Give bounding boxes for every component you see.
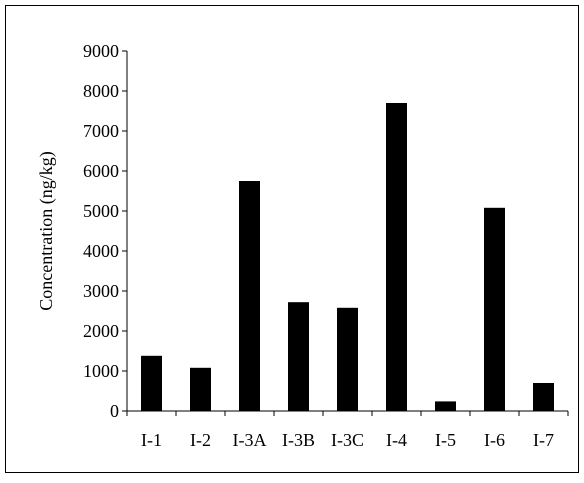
x-tick-label: I-3B bbox=[282, 430, 315, 450]
bar-i-5 bbox=[435, 401, 456, 411]
y-tick-label: 2000 bbox=[83, 321, 119, 341]
y-tick-label: 4000 bbox=[83, 241, 119, 261]
bars bbox=[141, 103, 554, 411]
y-tick-label: 7000 bbox=[83, 121, 119, 141]
bar-i-1 bbox=[141, 355, 162, 411]
bar-i-3a bbox=[239, 181, 260, 411]
bar-i-3b bbox=[288, 302, 309, 411]
y-tick-label: 6000 bbox=[83, 161, 119, 181]
y-axis: 0 1000 2000 3000 4000 5000 6000 7000 8000 9000 bbox=[83, 41, 128, 421]
x-tick-label: I-3A bbox=[233, 430, 267, 450]
bar-i-2 bbox=[190, 367, 211, 411]
bar-i-4 bbox=[386, 103, 407, 411]
y-tick-label: 5000 bbox=[83, 201, 119, 221]
y-tick-label: 0 bbox=[110, 401, 119, 421]
x-tick-label: I-6 bbox=[484, 430, 505, 450]
bar-i-7 bbox=[533, 383, 554, 411]
x-axis: I-1 I-2 I-3A I-3B I-3C I-4 I-5 I-6 I-7 bbox=[126, 410, 569, 450]
bar-i-3c bbox=[337, 307, 358, 411]
x-tick-label: I-7 bbox=[533, 430, 554, 450]
x-tick-label: I-2 bbox=[190, 430, 211, 450]
x-tick-label: I-4 bbox=[386, 430, 407, 450]
y-tick-label: 9000 bbox=[83, 41, 119, 61]
chart-frame bbox=[5, 5, 579, 473]
bar-i-6 bbox=[484, 207, 505, 411]
x-tick-label: I-5 bbox=[435, 430, 456, 450]
x-tick-label: I-3C bbox=[331, 430, 364, 450]
y-axis-title: Concentration (ng/kg) bbox=[36, 151, 57, 310]
y-tick-label: 1000 bbox=[83, 361, 119, 381]
y-tick-label: 8000 bbox=[83, 81, 119, 101]
y-tick-label: 3000 bbox=[83, 281, 119, 301]
x-tick-label: I-1 bbox=[141, 430, 162, 450]
